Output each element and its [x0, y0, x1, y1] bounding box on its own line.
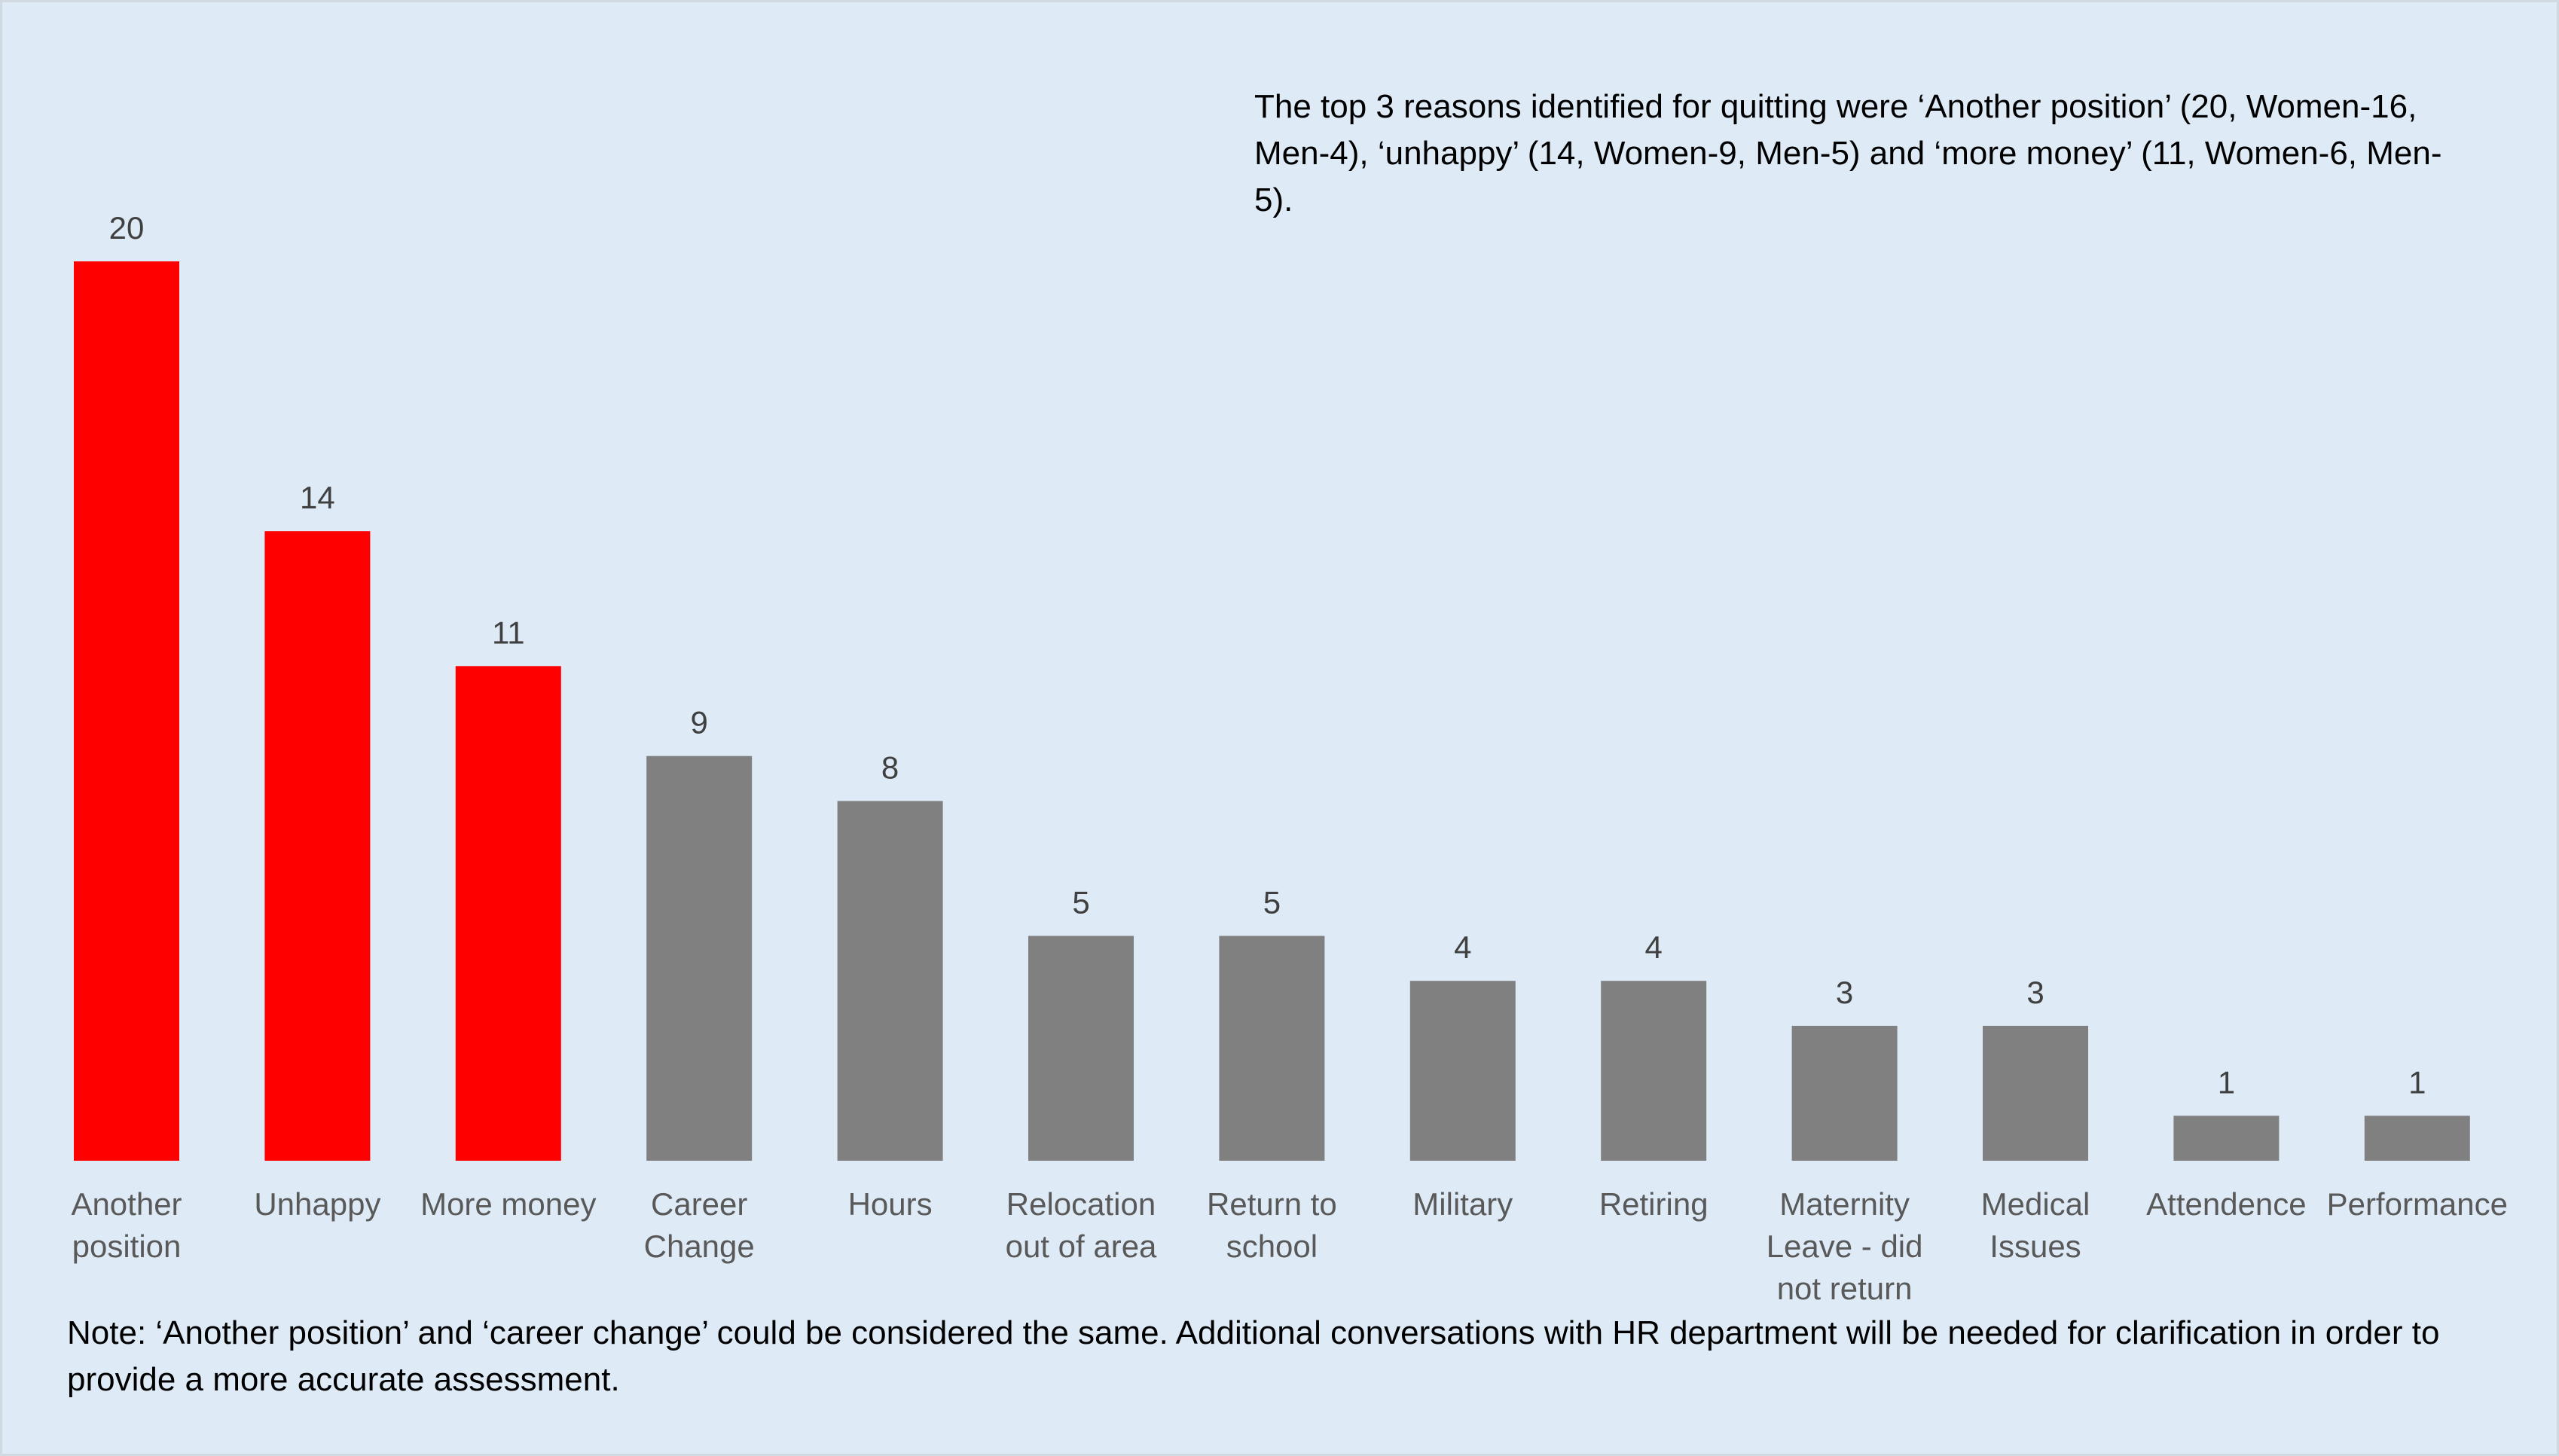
data-label-relocation-out-of-area: 5 [1072, 885, 1089, 920]
category-label-unhappy: Unhappy [254, 1186, 380, 1222]
category-label-maternity-leave-did-not-return: Maternity Leave - did not return [1767, 1186, 1923, 1306]
bar-medical-issues [1983, 1025, 2088, 1161]
bar-return-to-school [1219, 936, 1325, 1161]
category-label-career-change: Career Change [644, 1186, 755, 1264]
data-label-hours: 8 [881, 749, 899, 785]
bar-career-change [646, 755, 753, 1161]
bar-another-position [74, 261, 179, 1161]
category-label-return-to-school: Return to school [1207, 1186, 1337, 1264]
bar-military [1409, 981, 1516, 1161]
data-label-retiring: 4 [1645, 929, 1663, 965]
data-label-more-money: 11 [492, 615, 525, 650]
data-label-return-to-school: 5 [1263, 885, 1281, 920]
category-label-performance: Performance [2327, 1186, 2508, 1222]
bar-maternity-leave-did-not-return [1791, 1025, 1898, 1161]
bar-hours [837, 801, 943, 1161]
category-label-attendence: Attendence [2146, 1186, 2307, 1222]
bar-performance [2364, 1116, 2470, 1161]
chart-annotation: The top 3 reasons identified for quittin… [1254, 88, 2442, 218]
category-label-hours: Hours [848, 1186, 933, 1222]
category-label-relocation-out-of-area: Relocation out of area [1006, 1186, 1157, 1264]
bar-attendence [2173, 1116, 2280, 1161]
data-label-maternity-leave-did-not-return: 3 [1836, 975, 1853, 1010]
category-label-military: Military [1412, 1186, 1513, 1222]
data-label-attendence: 1 [2218, 1064, 2235, 1100]
category-label-more-money: More money [420, 1186, 596, 1222]
category-label-medical-issues: Medical Issues [1981, 1186, 2090, 1264]
data-label-military: 4 [1454, 929, 1471, 965]
category-label-another-position: Another position [71, 1186, 182, 1264]
chart-note: Note: ‘Another position’ and ‘career cha… [67, 1314, 2440, 1398]
data-label-medical-issues: 3 [2026, 975, 2044, 1010]
bar-relocation-out-of-area [1028, 936, 1134, 1161]
data-label-career-change: 9 [691, 705, 708, 740]
bar-more-money [455, 666, 561, 1161]
bar-retiring [1601, 981, 1707, 1161]
category-label-retiring: Retiring [1599, 1186, 1709, 1222]
data-label-another-position: 20 [109, 210, 145, 246]
data-label-unhappy: 14 [300, 480, 335, 515]
bar-unhappy [264, 531, 371, 1161]
data-label-performance: 1 [2408, 1064, 2426, 1100]
